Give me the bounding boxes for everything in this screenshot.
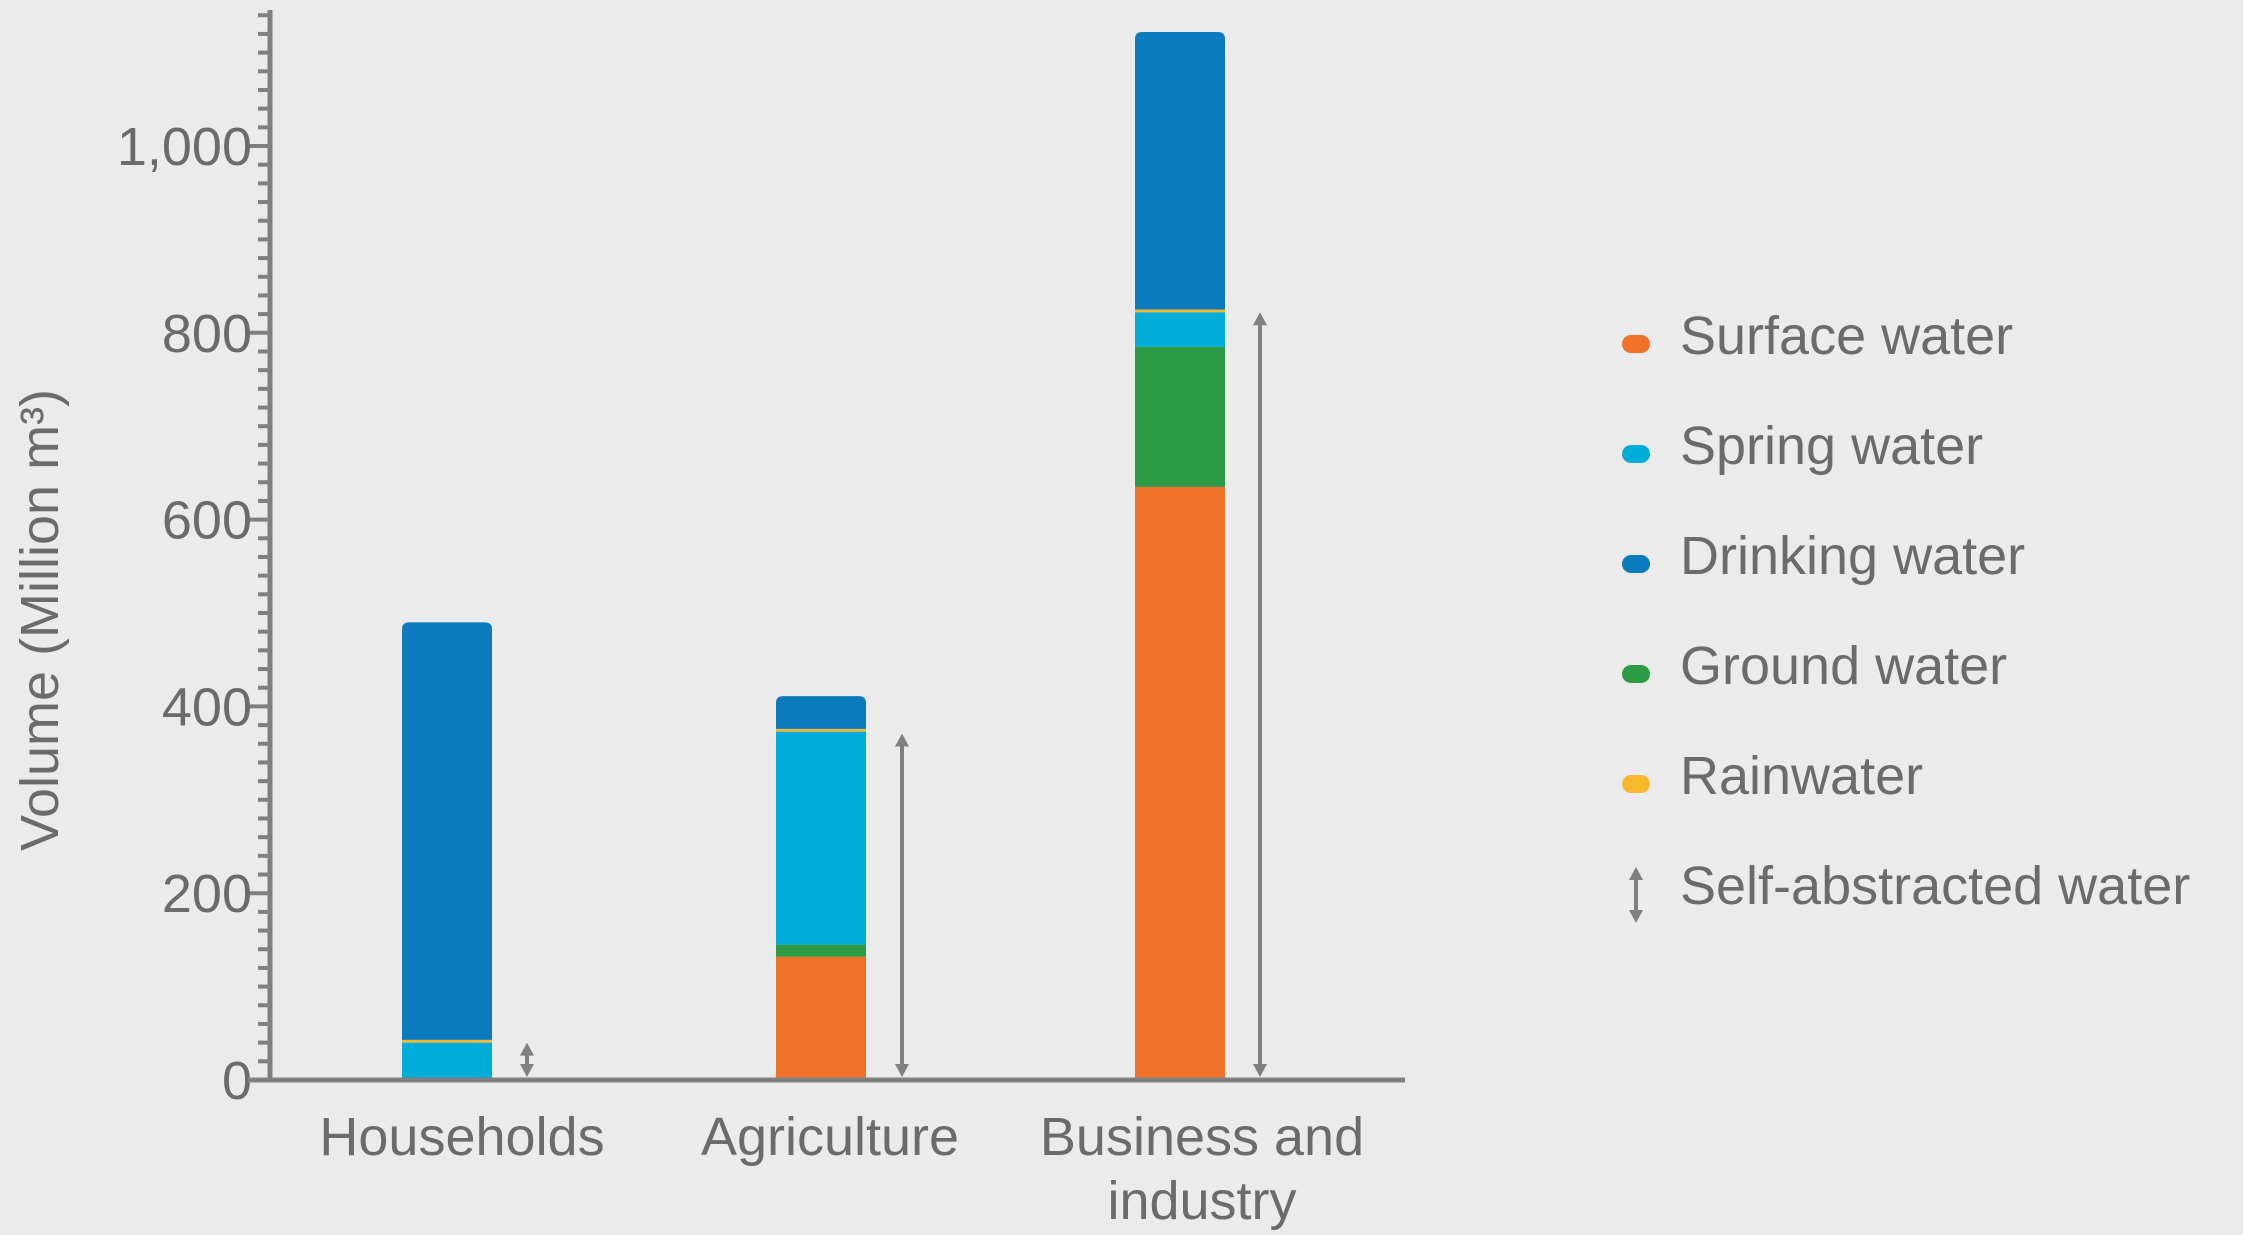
bar-segment [1135,32,1225,309]
legend-swatch [1622,445,1650,463]
x-tick-label: Agriculture [701,1107,959,1167]
x-axis: Households Agriculture Business andindustr… [248,1080,1405,1231]
self-abstracted-arrow-head-up [1253,312,1267,325]
y-axis-title: Volume (Million m³) [10,389,70,851]
self-abstracted-arrow-head-down [1253,1064,1267,1077]
bar-segment [776,957,866,1080]
stacked-bar-chart: 0 200 400 600 800 1,000 Households Agriculture… [0,0,1540,1235]
bar-segment [402,622,492,1039]
y-axis: 0 200 400 600 800 1,000 [117,10,270,1111]
bar-segment [1135,487,1225,1080]
x-tick-label: industry [1107,1171,1296,1231]
legend-label: Rainwater [1680,745,1923,807]
bar-segment [402,1043,492,1080]
bar-segment [776,729,866,732]
bar-segment [1135,347,1225,487]
bar-segment [776,696,866,729]
self-abstracted-arrow-head-up [520,1043,534,1056]
legend-swatch [1622,775,1650,793]
y-tick-label: 200 [162,864,252,924]
legend-label: Spring water [1680,415,1983,477]
x-tick-label: Households [319,1107,604,1167]
legend-label: Ground water [1680,635,2007,697]
self-abstracted-arrow-head-down [520,1064,534,1077]
bars [402,32,1225,1080]
legend-label: Drinking water [1680,525,2025,587]
bar-segment [776,732,866,945]
y-tick-label: 800 [162,304,252,364]
y-tick-label: 1,000 [117,117,252,177]
legend-label: Self-abstracted water [1680,855,2190,917]
legend-swatch [1622,335,1650,353]
x-tick-label: Business and [1040,1107,1364,1167]
legend-swatch [1622,555,1650,573]
bar-segment [1135,312,1225,347]
bar-segment [402,1040,492,1043]
bar-segment [776,945,866,957]
y-tick-label: 600 [162,491,252,551]
bar-segment [1135,309,1225,312]
self-abstracted-arrow-head-down [895,1064,909,1077]
legend-swatch [1622,665,1650,683]
self-abstracted-arrow-head-up [895,733,909,746]
y-tick-label: 0 [222,1051,252,1111]
legend-label: Surface water [1680,305,2013,367]
y-tick-label: 400 [162,677,252,737]
double-arrow-icon [1624,865,1648,925]
